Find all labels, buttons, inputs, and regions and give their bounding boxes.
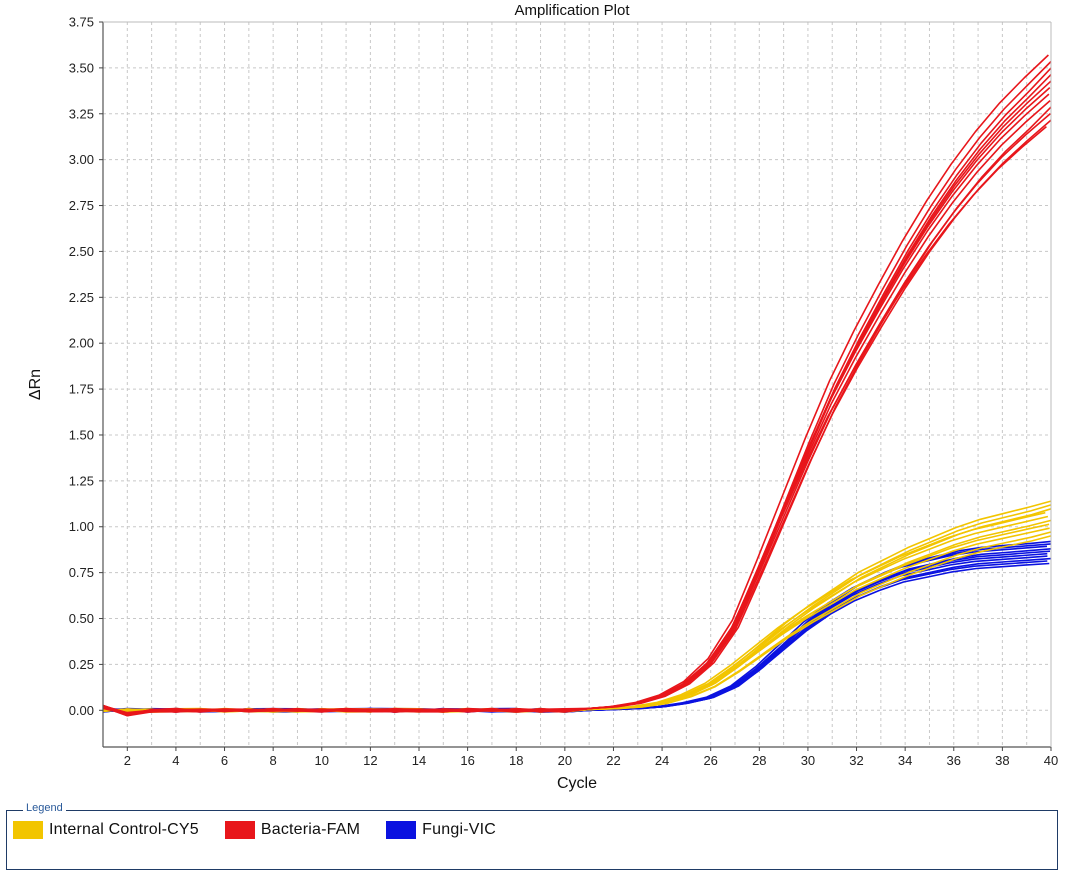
y-tick-label: 0.00: [69, 703, 94, 718]
x-tick-label: 2: [124, 753, 131, 768]
x-tick-label: 22: [606, 753, 620, 768]
y-tick-label: 2.25: [69, 290, 94, 305]
legend-swatch-bacteria: [224, 821, 255, 839]
legend-swatch-internal-control: [13, 821, 43, 839]
chart-title: Amplification Plot: [514, 2, 630, 19]
y-tick-label: 2.50: [69, 244, 94, 259]
curves: [102, 54, 1052, 717]
legend-title: Legend: [23, 802, 66, 814]
plot-area: [103, 22, 1051, 747]
y-axis-title: ΔRn: [27, 369, 44, 400]
y-tick-label: 3.25: [69, 106, 94, 121]
y-tick-label: 3.75: [69, 15, 94, 30]
x-tick-label: 4: [172, 753, 179, 768]
x-tick-label: 40: [1044, 753, 1058, 768]
y-tick-label: 3.50: [69, 60, 94, 75]
x-tick-label: 36: [947, 753, 961, 768]
x-axis-title: Cycle: [557, 775, 597, 792]
x-tick-label: 34: [898, 753, 912, 768]
x-tick-label: 14: [412, 753, 426, 768]
y-tick-label: 1.75: [69, 382, 94, 397]
x-tick-label: 18: [509, 753, 523, 768]
y-tick-label: 1.50: [69, 427, 94, 442]
legend: Legend Internal Control-CY5 Bacteria-FAM…: [6, 802, 1058, 870]
axes: [102, 21, 1052, 748]
legend-items: Internal Control-CY5 Bacteria-FAM Fungi-…: [13, 821, 522, 839]
amplification-plot: 0.00 0.25 0.50 0.75 1.00 1.25 1.50 1.75 2.00 2.25…: [27, 2, 1059, 792]
y-tick-label: 2.00: [69, 336, 94, 351]
y-tick-label: 2.75: [69, 198, 94, 213]
x-tick-label: 8: [270, 753, 277, 768]
x-tick-label: 16: [460, 753, 474, 768]
y-tick-label: 1.00: [69, 519, 94, 534]
legend-label: Bacteria-FAM: [260, 821, 361, 838]
y-tick-label: 1.25: [69, 473, 94, 488]
x-tick-label: 10: [315, 753, 329, 768]
x-tick-label: 30: [801, 753, 815, 768]
tick-labels: 0.00 0.25 0.50 0.75 1.00 1.25 1.50 1.75 2.00 2.25…: [69, 15, 1059, 769]
legend-label: Fungi-VIC: [422, 821, 496, 838]
series-line-bacteria-fam: [102, 54, 1049, 717]
grid-lines: [103, 21, 1052, 747]
legend-item-fungi[interactable]: Fungi-VIC: [386, 821, 496, 839]
y-tick-label: 3.00: [69, 152, 94, 167]
legend-swatch-fungi: [386, 821, 417, 839]
x-tick-label: 24: [655, 753, 669, 768]
legend-item-bacteria[interactable]: Bacteria-FAM: [224, 821, 361, 839]
y-tick-label: 0.50: [69, 611, 94, 626]
x-tick-label: 32: [849, 753, 863, 768]
x-tick-label: 26: [703, 753, 717, 768]
y-tick-label: 0.25: [69, 657, 94, 672]
x-tick-label: 28: [752, 753, 766, 768]
x-tick-label: 6: [221, 753, 228, 768]
x-tick-label: 38: [995, 753, 1009, 768]
x-tick-label: 12: [363, 753, 377, 768]
y-tick-label: 0.75: [69, 565, 94, 580]
legend-label: Internal Control-CY5: [49, 821, 199, 838]
x-tick-label: 20: [558, 753, 572, 768]
legend-item-internal-control[interactable]: Internal Control-CY5: [13, 821, 199, 839]
